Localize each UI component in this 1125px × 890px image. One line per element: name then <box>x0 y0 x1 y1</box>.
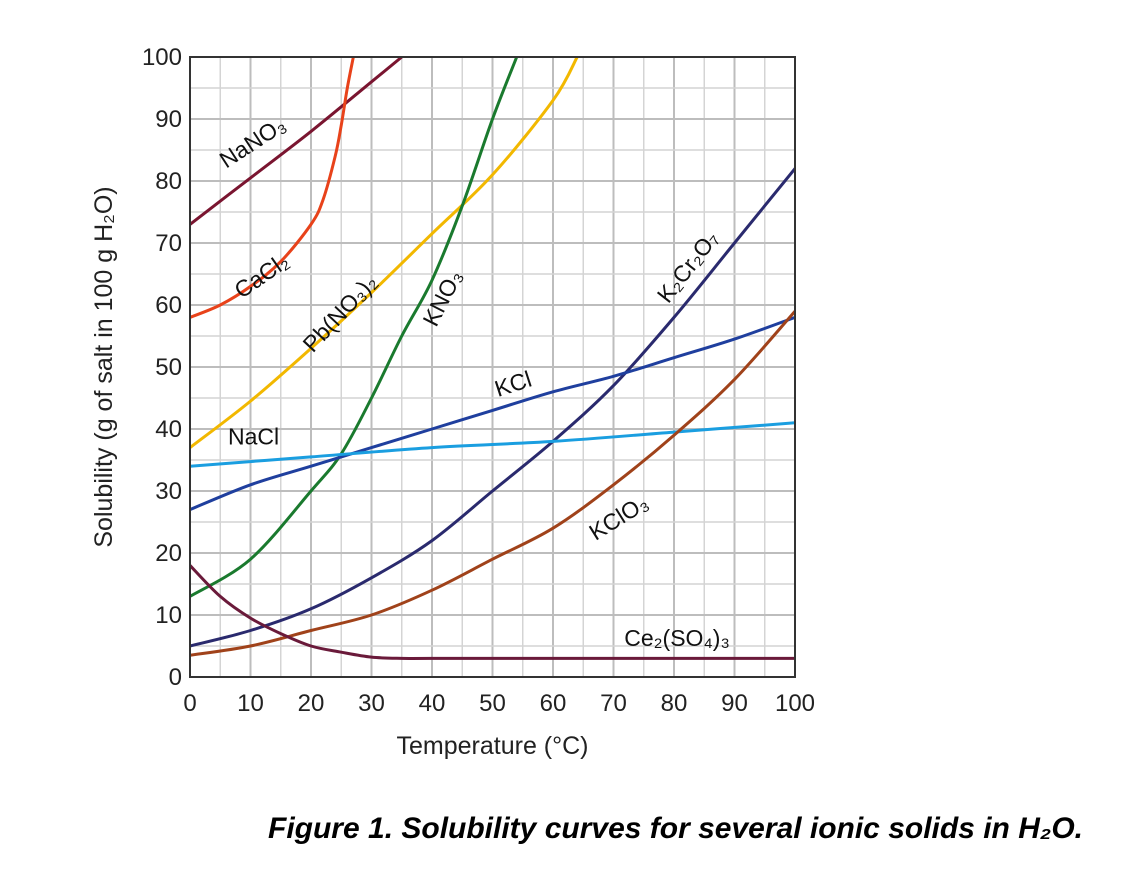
series-group <box>190 56 795 660</box>
plot-frame <box>189 56 796 678</box>
series-line <box>190 309 795 657</box>
grid <box>190 57 795 677</box>
series-line <box>190 56 579 450</box>
x-tick-label: 70 <box>600 690 627 717</box>
series-label: KCl <box>491 366 534 402</box>
y-tick-label: 60 <box>155 292 182 319</box>
figure-caption: Figure 1. Solubility curves for several … <box>268 812 1083 845</box>
x-tick-label: 90 <box>721 690 748 717</box>
y-tick-label: 80 <box>155 168 182 195</box>
y-axis-title: Solubility (g of salt in 100 g H₂O) <box>90 186 118 547</box>
y-tick-label: 90 <box>155 106 182 133</box>
y-tick-label: 0 <box>169 664 182 691</box>
x-tick-label: 10 <box>237 690 264 717</box>
series-label: Ce₂(SO₄)₃ <box>624 625 730 651</box>
x-tick-label: 20 <box>298 690 325 717</box>
y-tick-label: 10 <box>155 602 182 629</box>
x-tick-label: 50 <box>479 690 506 717</box>
x-axis-title: Temperature (°C) <box>397 732 589 760</box>
y-tick-label: 40 <box>155 416 182 443</box>
series-line <box>190 56 404 226</box>
x-tick-label: 100 <box>775 690 815 717</box>
y-tick-label: 30 <box>155 478 182 505</box>
x-tick-label: 80 <box>661 690 688 717</box>
series-line <box>190 421 795 468</box>
y-tick-label: 70 <box>155 230 182 257</box>
series-label: K₂Cr₂O₇ <box>652 226 724 308</box>
series-line <box>190 563 795 660</box>
y-tick-label: 50 <box>155 354 182 381</box>
series-label: KNO₃ <box>417 266 467 331</box>
series-label: NaNO₃ <box>215 111 291 173</box>
series-label: CaCl₂ <box>229 248 293 304</box>
solubility-chart: 0 10 20 30 40 50 60 70 80 90 100 0 10 20 30 40 50 60 70 80 9… <box>90 44 815 760</box>
series-line <box>190 56 355 319</box>
x-tick-label: 0 <box>183 690 196 717</box>
series-line <box>190 315 795 512</box>
y-tick-label: 20 <box>155 540 182 567</box>
x-tick-label: 60 <box>540 690 567 717</box>
y-tick-label: 100 <box>142 44 182 71</box>
x-tick-label: 30 <box>358 690 385 717</box>
tick-labels: 0 10 20 30 40 50 60 70 80 90 100 0 10 20 30 40 50 60 70 80 9… <box>142 44 815 717</box>
series-label: NaCl <box>228 423 279 449</box>
x-tick-label: 40 <box>419 690 446 717</box>
series-line <box>190 56 519 598</box>
series-line <box>190 167 795 648</box>
